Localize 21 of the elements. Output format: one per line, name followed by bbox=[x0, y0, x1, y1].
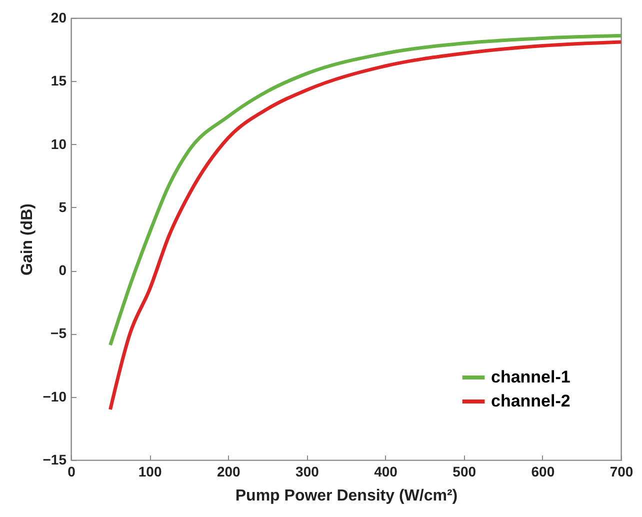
x-tick-label: 300 bbox=[296, 464, 320, 480]
x-tick-label: 700 bbox=[610, 464, 634, 480]
y-tick-label: −10 bbox=[42, 388, 67, 404]
x-tick-label: 100 bbox=[138, 464, 162, 480]
legend-label: channel-2 bbox=[491, 392, 570, 410]
x-axis-title: Pump Power Density (W/cm²) bbox=[235, 488, 458, 504]
y-tick-label: 15 bbox=[50, 72, 67, 89]
line-series bbox=[108, 40, 621, 412]
line-series bbox=[108, 34, 621, 347]
x-tick-label: 500 bbox=[452, 464, 476, 480]
y-tick-label: 5 bbox=[58, 198, 67, 215]
legend-label: channel-1 bbox=[491, 368, 570, 386]
y-tick-label: 20 bbox=[50, 10, 67, 26]
y-tick-label: 0 bbox=[58, 262, 67, 278]
y-axis-title: Gain (dB) bbox=[18, 204, 36, 276]
y-tick-label: 10 bbox=[50, 136, 67, 152]
x-tick-label: 200 bbox=[216, 464, 241, 480]
y-tick-label: −15 bbox=[42, 452, 67, 468]
x-tick-label: 600 bbox=[531, 464, 555, 480]
y-tick-label: −5 bbox=[50, 325, 67, 342]
x-tick-label: 400 bbox=[374, 464, 398, 480]
